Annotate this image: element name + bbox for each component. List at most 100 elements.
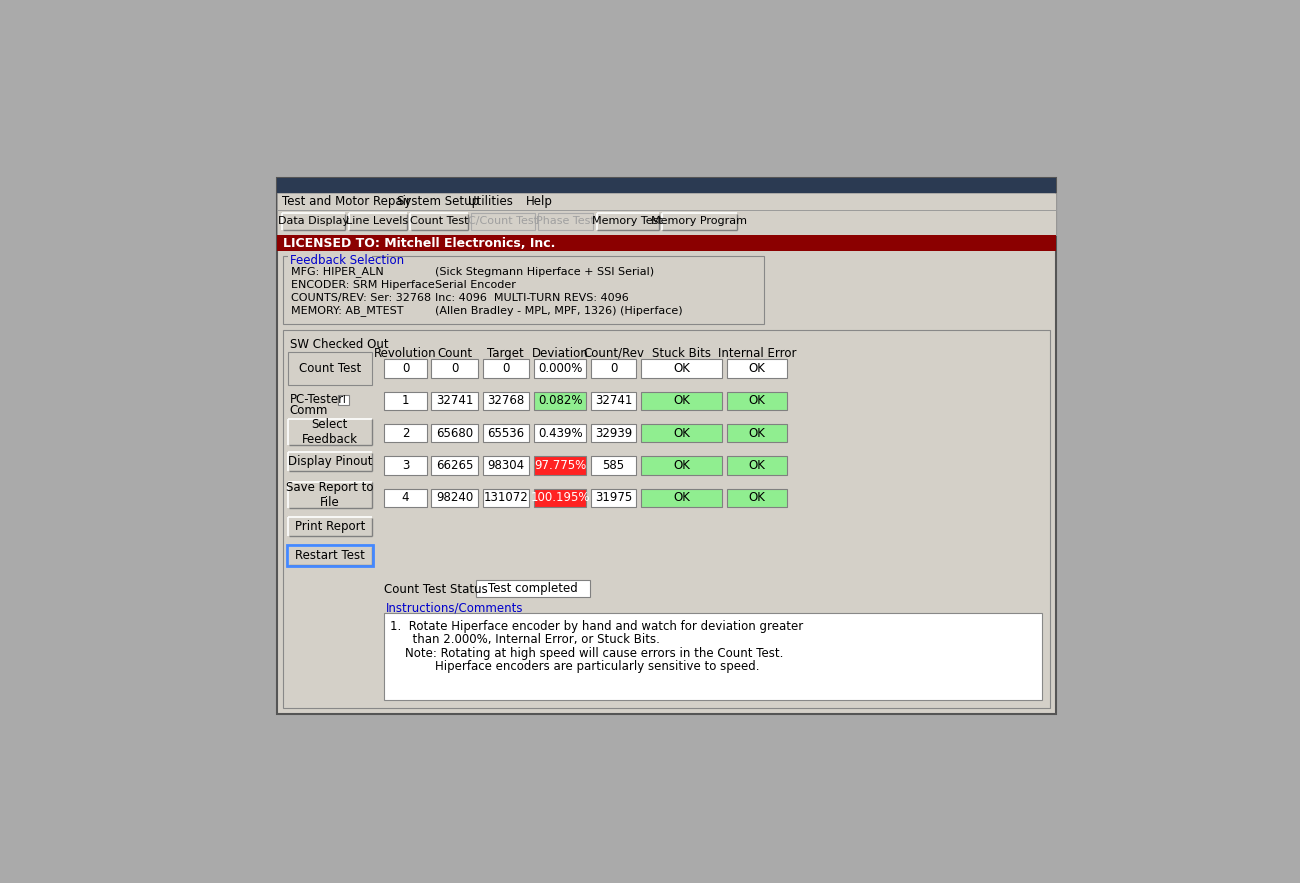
Text: Line Levels: Line Levels (347, 216, 408, 226)
Text: SW Checked Out: SW Checked Out (290, 337, 389, 351)
FancyBboxPatch shape (592, 457, 636, 475)
Text: 31975: 31975 (595, 492, 632, 504)
FancyBboxPatch shape (338, 395, 348, 405)
Text: 32741: 32741 (436, 395, 473, 407)
Text: C/Count Test: C/Count Test (468, 216, 538, 226)
FancyBboxPatch shape (534, 359, 586, 378)
Text: 1.  Rotate Hiperface encoder by hand and watch for deviation greater: 1. Rotate Hiperface encoder by hand and … (390, 621, 803, 633)
Text: (Sick Stegmann Hiperface + SSI Serial): (Sick Stegmann Hiperface + SSI Serial) (434, 267, 654, 276)
Text: MFG: HIPER_ALN: MFG: HIPER_ALN (291, 266, 383, 277)
Text: Feedback Selection: Feedback Selection (290, 254, 404, 268)
Text: ENCODER: SRM Hiperface: ENCODER: SRM Hiperface (291, 280, 436, 290)
FancyBboxPatch shape (283, 256, 764, 324)
FancyBboxPatch shape (432, 359, 478, 378)
Text: Comm: Comm (290, 404, 328, 417)
Text: 65536: 65536 (488, 426, 524, 440)
FancyBboxPatch shape (592, 488, 636, 507)
FancyBboxPatch shape (289, 453, 370, 470)
FancyBboxPatch shape (727, 392, 786, 410)
FancyBboxPatch shape (592, 392, 636, 410)
Text: Utilities: Utilities (468, 195, 514, 208)
Text: 0.000%: 0.000% (538, 362, 582, 375)
FancyBboxPatch shape (385, 457, 426, 475)
Text: OK: OK (749, 492, 766, 504)
Text: Test and Motor Repair: Test and Motor Repair (282, 195, 411, 208)
Text: 585: 585 (602, 459, 624, 472)
Text: Revolution: Revolution (374, 347, 437, 360)
FancyBboxPatch shape (282, 214, 345, 230)
FancyBboxPatch shape (641, 359, 722, 378)
FancyBboxPatch shape (432, 457, 478, 475)
Text: System Setup: System Setup (396, 195, 478, 208)
FancyBboxPatch shape (534, 424, 586, 442)
FancyBboxPatch shape (592, 424, 636, 442)
Text: Instructions/Comments: Instructions/Comments (386, 602, 523, 615)
FancyBboxPatch shape (482, 488, 529, 507)
Text: Count Test: Count Test (299, 362, 361, 375)
Text: Memory Program: Memory Program (651, 216, 747, 226)
FancyBboxPatch shape (350, 214, 406, 230)
Text: Save Report to
File: Save Report to File (286, 481, 373, 509)
Text: 98240: 98240 (436, 492, 473, 504)
FancyBboxPatch shape (432, 392, 478, 410)
Text: Data Display: Data Display (278, 216, 350, 226)
Text: Internal Error: Internal Error (718, 347, 796, 360)
Text: Test completed: Test completed (488, 582, 577, 595)
Text: Note: Rotating at high speed will cause errors in the Count Test.: Note: Rotating at high speed will cause … (390, 646, 784, 660)
Text: OK: OK (673, 459, 690, 472)
FancyBboxPatch shape (289, 255, 372, 266)
Text: 66265: 66265 (436, 459, 473, 472)
FancyBboxPatch shape (277, 177, 1056, 193)
Text: 32741: 32741 (595, 395, 632, 407)
Text: OK: OK (673, 395, 690, 407)
FancyBboxPatch shape (471, 213, 534, 230)
FancyBboxPatch shape (277, 235, 1056, 252)
FancyBboxPatch shape (592, 359, 636, 378)
Text: 0: 0 (610, 362, 617, 375)
Text: 4: 4 (402, 492, 410, 504)
Text: OK: OK (673, 362, 690, 375)
FancyBboxPatch shape (727, 457, 786, 475)
Text: 2: 2 (402, 426, 410, 440)
Text: 131072: 131072 (484, 492, 528, 504)
FancyBboxPatch shape (641, 424, 722, 442)
FancyBboxPatch shape (538, 213, 593, 230)
Text: 32768: 32768 (488, 395, 524, 407)
Text: Count: Count (437, 347, 472, 360)
FancyBboxPatch shape (277, 210, 1056, 235)
Text: l: l (342, 395, 345, 405)
FancyBboxPatch shape (289, 482, 370, 507)
FancyBboxPatch shape (289, 518, 370, 535)
Text: Print Report: Print Report (295, 520, 365, 532)
FancyBboxPatch shape (727, 488, 786, 507)
Text: (Allen Bradley - MPL, MPF, 1326) (Hiperface): (Allen Bradley - MPL, MPF, 1326) (Hiperf… (434, 306, 682, 316)
FancyBboxPatch shape (277, 177, 1056, 714)
Text: 32939: 32939 (595, 426, 632, 440)
Text: 0: 0 (502, 362, 510, 375)
FancyBboxPatch shape (289, 419, 370, 444)
FancyBboxPatch shape (476, 580, 590, 597)
Text: Count Test Status: Count Test Status (385, 583, 488, 596)
FancyBboxPatch shape (385, 488, 426, 507)
FancyBboxPatch shape (385, 613, 1043, 700)
FancyBboxPatch shape (289, 351, 372, 386)
Text: Stuck Bits: Stuck Bits (651, 347, 711, 360)
FancyBboxPatch shape (663, 214, 736, 230)
Text: OK: OK (749, 395, 766, 407)
Text: COUNTS/REV: Ser: 32768: COUNTS/REV: Ser: 32768 (291, 292, 432, 303)
FancyBboxPatch shape (641, 488, 722, 507)
Text: Count Test: Count Test (410, 216, 468, 226)
FancyBboxPatch shape (385, 359, 426, 378)
FancyBboxPatch shape (385, 424, 426, 442)
Text: 0.439%: 0.439% (538, 426, 582, 440)
Text: 0: 0 (451, 362, 459, 375)
Text: Inc: 4096  MULTI-TURN REVS: 4096: Inc: 4096 MULTI-TURN REVS: 4096 (434, 292, 628, 303)
FancyBboxPatch shape (727, 424, 786, 442)
Text: 65680: 65680 (436, 426, 473, 440)
FancyBboxPatch shape (432, 424, 478, 442)
Text: Phase Test: Phase Test (536, 216, 595, 226)
Text: 98304: 98304 (488, 459, 524, 472)
Text: 97.775%: 97.775% (534, 459, 586, 472)
FancyBboxPatch shape (482, 424, 529, 442)
Text: 3: 3 (402, 459, 410, 472)
